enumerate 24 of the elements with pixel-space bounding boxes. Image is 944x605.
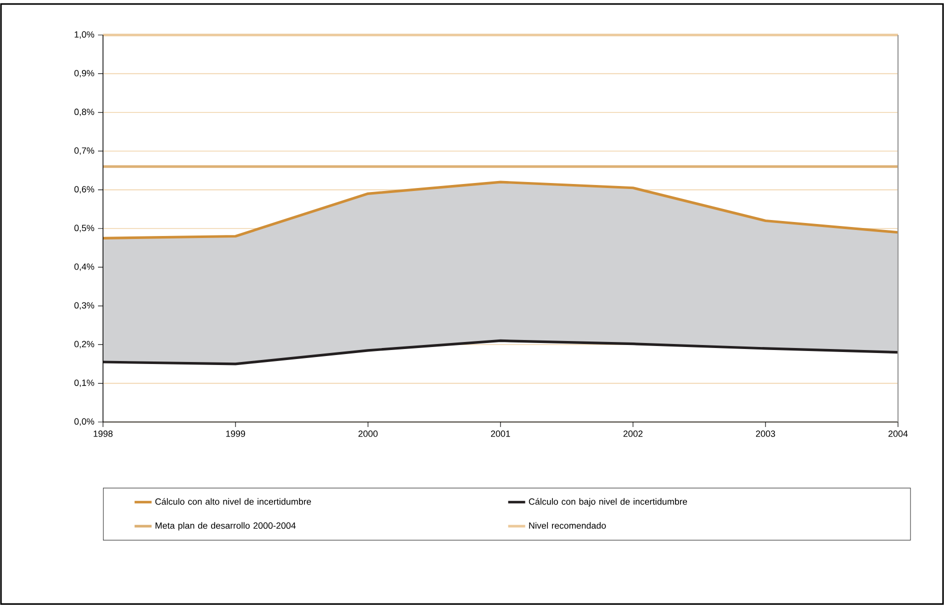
x-tick-label: 2004 (888, 430, 908, 437)
y-tick-label: 0,7% (74, 147, 94, 155)
x-tick-label: 1999 (226, 430, 246, 437)
y-tick-label: 0,9% (74, 70, 94, 78)
y-tick-label: 0,4% (74, 263, 94, 271)
line-series (102, 339, 900, 366)
legend-label: Cálculo con bajo nivel de incertidumbre (528, 498, 688, 507)
legend-label: Cálculo con alto nivel de incertidumbre (155, 498, 311, 505)
y-tick-label: 0,5% (74, 224, 94, 232)
y-tick-label: 0,0% (74, 418, 94, 426)
y-tick-label: 0,1% (74, 380, 94, 387)
x-tick-label: 1998 (94, 430, 113, 437)
x-tick-label: 2001 (490, 430, 510, 437)
legend-label: Meta plan de desarrollo 2000-2004 (156, 522, 296, 531)
y-tick-label: 0,3% (74, 302, 94, 310)
x-tick-label: 2003 (756, 430, 776, 437)
y-tick-label: 0,8% (74, 108, 94, 116)
x-tick-label: 2000 (358, 430, 378, 437)
y-tick-label: 1,0% (74, 31, 94, 39)
legend-label: Nivel recomendado (529, 522, 606, 529)
y-tick-label: 0,2% (74, 340, 94, 348)
y-tick-label: 0,6% (74, 186, 94, 194)
x-tick-label: 2002 (623, 430, 643, 437)
line-series (102, 180, 900, 240)
